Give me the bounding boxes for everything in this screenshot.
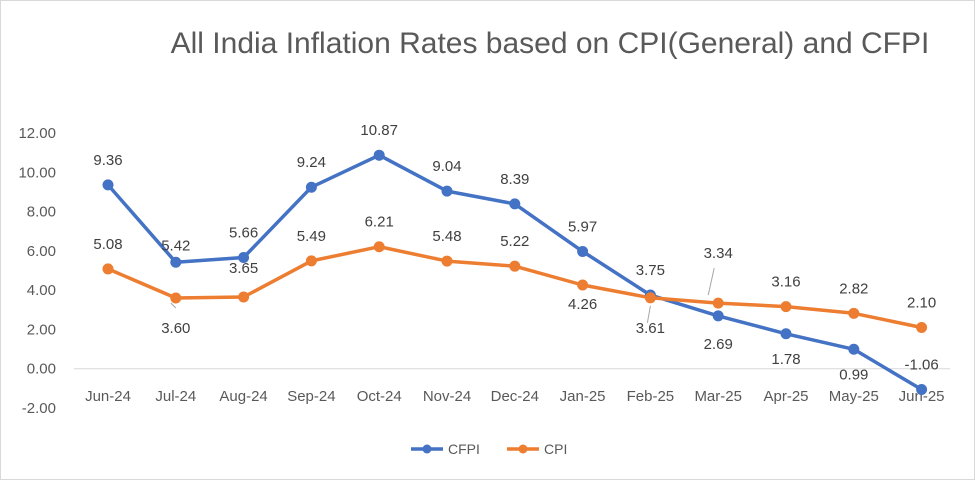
data-label-cpi: 4.26 bbox=[568, 296, 597, 313]
data-label-cpi: 5.22 bbox=[500, 233, 529, 250]
data-label-cfpi: 3.75 bbox=[636, 262, 665, 279]
data-label-cfpi: 8.39 bbox=[500, 171, 529, 188]
data-point-cfpi bbox=[373, 149, 385, 161]
data-label-cfpi: 2.69 bbox=[704, 336, 733, 353]
data-point-cpi bbox=[170, 292, 182, 304]
data-point-cfpi bbox=[509, 198, 521, 210]
data-point-cpi bbox=[780, 301, 792, 313]
data-point-cfpi bbox=[848, 343, 860, 355]
data-label-leader bbox=[646, 305, 651, 323]
data-point-cpi bbox=[238, 291, 250, 303]
data-label-cfpi: -1.06 bbox=[904, 357, 938, 374]
x-tick-label: Apr-25 bbox=[763, 388, 808, 405]
data-label-cfpi: 1.78 bbox=[771, 351, 800, 368]
data-label-cfpi: 9.04 bbox=[432, 158, 461, 175]
y-tick-label: -2.00 bbox=[22, 400, 56, 417]
data-label-cpi: 2.10 bbox=[907, 294, 936, 311]
data-point-cfpi bbox=[170, 256, 182, 268]
legend-label-cpi: CPI bbox=[544, 441, 567, 457]
data-point-cpi bbox=[848, 307, 860, 319]
data-point-cpi bbox=[373, 241, 385, 253]
data-label-cpi: 3.16 bbox=[771, 274, 800, 291]
x-tick-label: Jul-24 bbox=[155, 388, 196, 405]
data-point-cpi bbox=[916, 321, 928, 333]
y-tick-label: 0.00 bbox=[27, 361, 56, 378]
data-label-cfpi: 5.97 bbox=[568, 218, 597, 235]
y-tick-label: 6.00 bbox=[27, 243, 56, 260]
x-tick-label: Jan-25 bbox=[560, 388, 606, 405]
data-label-cfpi: 9.36 bbox=[93, 152, 122, 169]
x-tick-label: May-25 bbox=[829, 388, 879, 405]
data-label-cpi: 3.65 bbox=[229, 260, 258, 277]
data-label-cpi: 2.82 bbox=[839, 280, 868, 297]
data-point-cfpi bbox=[577, 245, 589, 257]
x-tick-label: Nov-24 bbox=[423, 388, 471, 405]
data-point-cfpi bbox=[102, 179, 114, 191]
data-point-cfpi bbox=[305, 181, 317, 193]
data-label-cpi: 3.60 bbox=[161, 320, 190, 337]
x-tick-label: Dec-24 bbox=[491, 388, 539, 405]
data-label-cpi: 5.49 bbox=[297, 228, 326, 245]
data-label-cfpi: 5.66 bbox=[229, 225, 258, 242]
x-tick-label: Sep-24 bbox=[287, 388, 335, 405]
data-label-cpi: 5.48 bbox=[432, 228, 461, 245]
y-tick-label: 10.00 bbox=[18, 164, 56, 181]
data-label-cfpi: 10.87 bbox=[360, 122, 398, 139]
data-label-cpi: 3.61 bbox=[636, 320, 665, 337]
legend-marker-cpi bbox=[518, 444, 528, 454]
x-tick-label: Aug-24 bbox=[219, 388, 267, 405]
data-label-cfpi: 9.24 bbox=[297, 154, 326, 171]
data-point-cpi bbox=[644, 292, 656, 304]
data-label-cfpi: 0.99 bbox=[839, 366, 868, 383]
chart-title: All India Inflation Rates based on CPI(G… bbox=[170, 27, 930, 60]
data-label-cpi: 6.21 bbox=[365, 214, 394, 231]
y-tick-label: 8.00 bbox=[27, 204, 56, 221]
data-point-cfpi bbox=[441, 185, 453, 197]
data-point-cfpi bbox=[780, 328, 792, 340]
data-point-cpi bbox=[577, 279, 589, 291]
data-point-cpi bbox=[712, 297, 724, 309]
legend-marker-cfpi bbox=[422, 444, 432, 454]
data-point-cfpi bbox=[916, 384, 928, 396]
legend-label-cfpi: CFPI bbox=[448, 441, 480, 457]
data-label-leader bbox=[707, 267, 715, 296]
data-point-cpi bbox=[509, 260, 521, 272]
y-tick-label: 2.00 bbox=[27, 321, 56, 338]
x-tick-label: Jun-25 bbox=[899, 388, 945, 405]
x-tick-label: Oct-24 bbox=[357, 388, 402, 405]
data-point-cpi bbox=[441, 255, 453, 267]
data-point-cpi bbox=[305, 255, 317, 267]
x-tick-label: Mar-25 bbox=[694, 388, 742, 405]
y-tick-label: 12.00 bbox=[18, 125, 56, 142]
data-label-cpi: 3.34 bbox=[704, 245, 733, 262]
data-point-cfpi bbox=[238, 252, 250, 264]
data-label-cfpi: 5.42 bbox=[161, 237, 190, 254]
data-point-cfpi bbox=[712, 310, 724, 322]
x-tick-label: Jun-24 bbox=[85, 388, 131, 405]
y-tick-label: 4.00 bbox=[27, 282, 56, 299]
data-label-leader bbox=[170, 302, 177, 309]
data-label-cpi: 5.08 bbox=[93, 236, 122, 253]
x-tick-label: Feb-25 bbox=[627, 388, 675, 405]
data-point-cpi bbox=[102, 263, 114, 275]
